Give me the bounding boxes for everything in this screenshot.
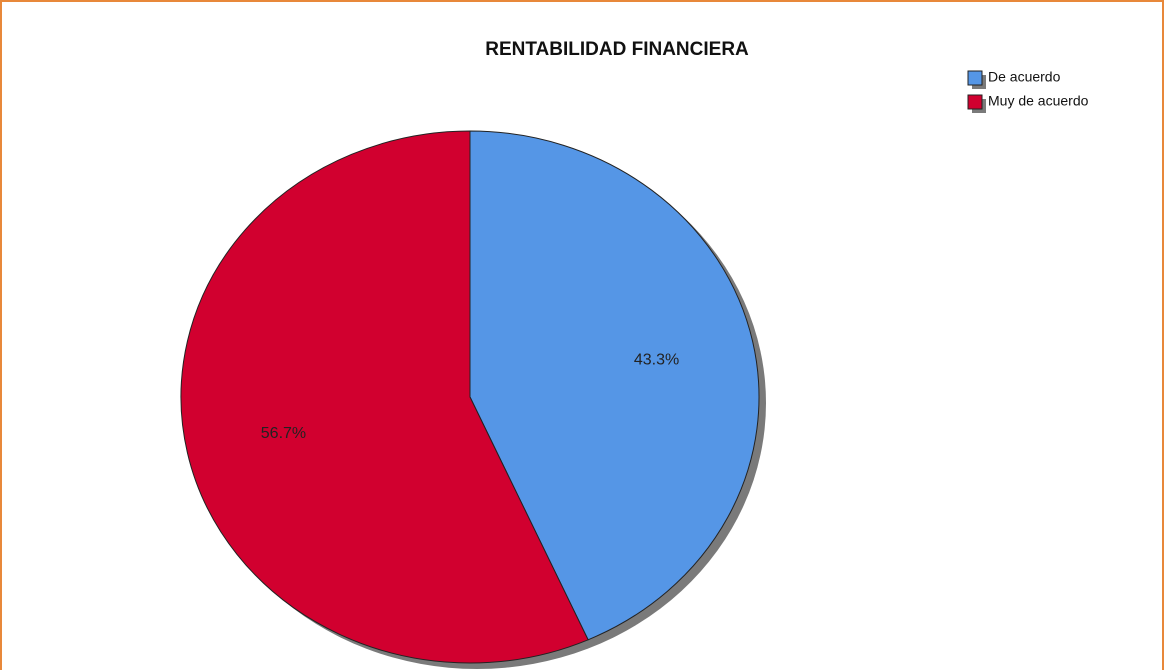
data-label: 43.3% xyxy=(634,352,679,369)
legend-label: De acuerdo xyxy=(988,69,1061,85)
pie-slice xyxy=(469,130,760,641)
legend-label: Muy de acuerdo xyxy=(988,93,1089,109)
data-label: 56.7% xyxy=(261,425,306,442)
legend-swatch xyxy=(967,94,983,110)
chart-title: RENTABILIDAD FINANCIERA xyxy=(485,39,749,60)
pie-slice xyxy=(180,130,589,664)
legend-swatch xyxy=(967,70,983,86)
